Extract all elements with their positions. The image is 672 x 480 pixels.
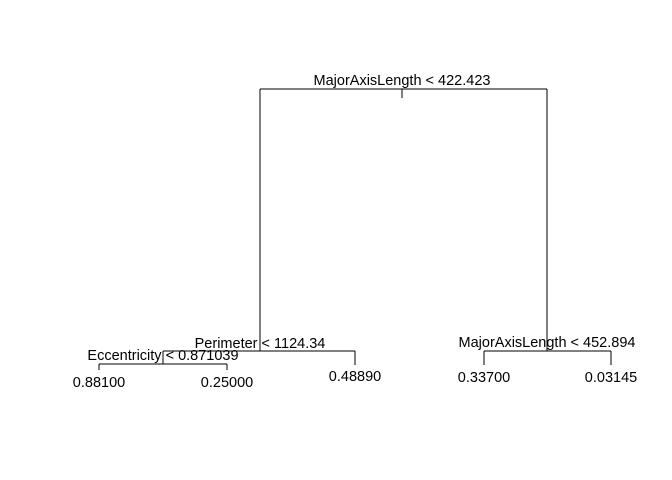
left-node: Perimeter < 1124.34 [162, 336, 356, 365]
right-node: MajorAxisLength < 452.894 [459, 335, 636, 365]
left-left-node: Eccentricity < 0.871039 [87, 348, 239, 370]
right-split-label: MajorAxisLength < 452.894 [459, 335, 636, 351]
leaf-value: 0.48890 [329, 369, 381, 385]
leaf-value: 0.03145 [585, 370, 637, 386]
leaf-value: 0.33700 [458, 370, 510, 386]
root-node: MajorAxisLength < 422.423 [259, 73, 548, 351]
left-left-split-label: Eccentricity < 0.871039 [87, 348, 238, 364]
left-split-label: Perimeter < 1124.34 [195, 336, 326, 352]
root-split-label: MajorAxisLength < 422.423 [314, 73, 491, 89]
leaf-value: 0.25000 [201, 375, 253, 391]
leaf-value: 0.88100 [73, 375, 125, 391]
